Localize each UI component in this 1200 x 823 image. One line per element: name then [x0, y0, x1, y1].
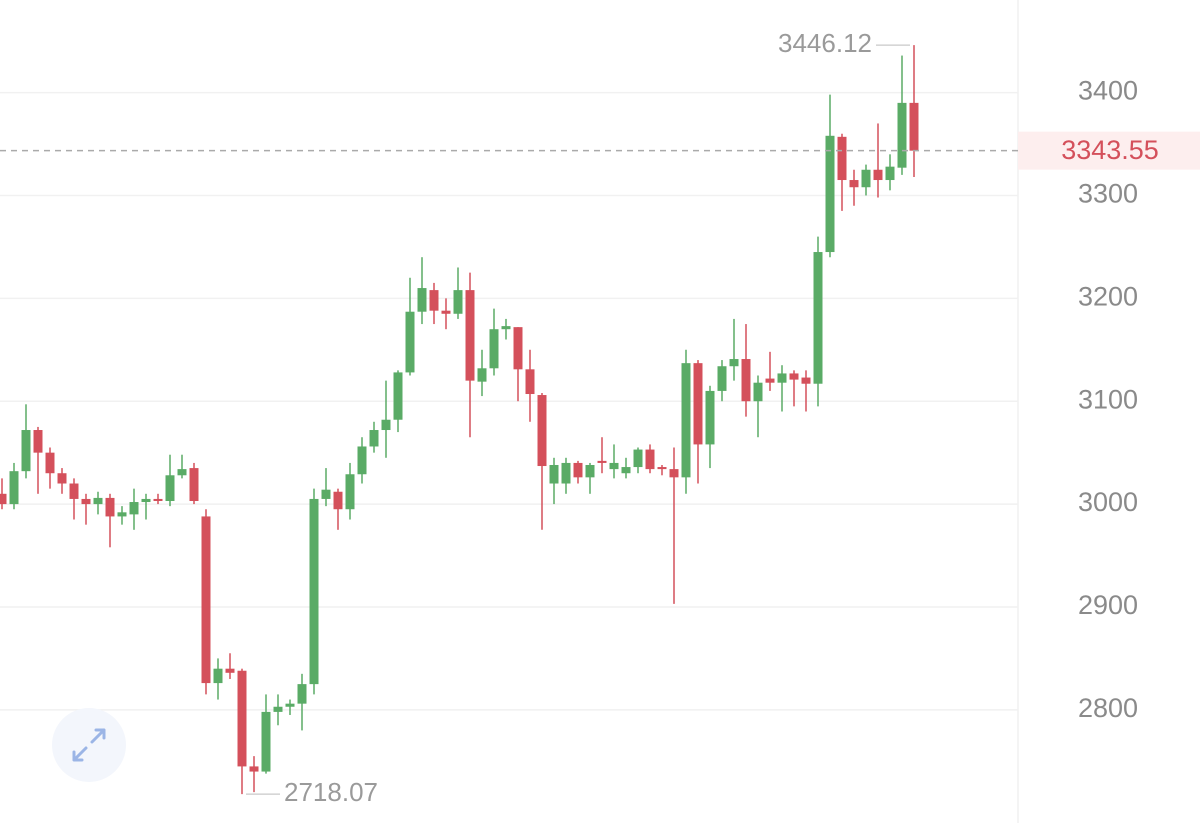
- candle-body: [45, 452, 55, 474]
- candle-body: [141, 498, 151, 503]
- y-tick-label: 2900: [1078, 590, 1138, 620]
- candle-body: [489, 329, 499, 369]
- candle-body: [729, 359, 739, 367]
- candle-body: [789, 373, 799, 380]
- candle-body: [285, 703, 295, 707]
- y-tick-label: 3100: [1078, 384, 1138, 414]
- candle-body: [897, 102, 907, 168]
- candle-body: [309, 498, 319, 685]
- candle-body: [705, 390, 715, 445]
- candle-body: [585, 464, 595, 478]
- candle-body: [237, 670, 247, 767]
- candle-body: [297, 684, 307, 704]
- candle-body: [693, 363, 703, 445]
- candle-body: [681, 363, 691, 478]
- candle-body: [909, 102, 919, 151]
- last-price-bg: [1018, 131, 1200, 170]
- candle-body: [717, 366, 727, 391]
- expand-button[interactable]: [52, 708, 126, 782]
- candle-body: [777, 373, 787, 383]
- expand-button-bg[interactable]: [52, 708, 126, 782]
- y-tick-label: 3200: [1078, 281, 1138, 311]
- high-label: 3446.12: [778, 28, 872, 58]
- candle-body: [501, 326, 511, 330]
- candle-body: [393, 372, 403, 420]
- candle-body: [201, 516, 211, 684]
- candle-body: [213, 668, 223, 684]
- candle-body: [849, 180, 859, 188]
- candle-body: [813, 252, 823, 384]
- overlay: 3446.12 2718.07 3343.55: [0, 28, 1200, 807]
- y-tick-label: 2800: [1078, 693, 1138, 723]
- candle-body: [0, 493, 7, 505]
- candle-body: [837, 136, 847, 181]
- candle-body: [801, 377, 811, 384]
- candle-body: [825, 135, 835, 253]
- candle-body: [741, 359, 751, 402]
- candle-body: [573, 462, 583, 478]
- candle-body: [417, 288, 427, 312]
- candle-body: [633, 449, 643, 468]
- candle-body: [609, 462, 619, 470]
- candle-body: [441, 310, 451, 314]
- candles: [0, 45, 919, 795]
- candle-body: [261, 711, 271, 772]
- candle-body: [657, 467, 667, 470]
- candle-body: [225, 668, 235, 673]
- candle-body: [885, 166, 895, 181]
- candle-body: [537, 395, 547, 467]
- candle-body: [165, 475, 175, 502]
- candle-body: [645, 449, 655, 470]
- y-tick-label: 3300: [1078, 179, 1138, 209]
- candle-body: [873, 169, 883, 181]
- candle-body: [513, 327, 523, 370]
- y-tick-label: 3000: [1078, 487, 1138, 517]
- candle-body: [465, 290, 475, 381]
- candle-body: [33, 430, 43, 453]
- candle-body: [525, 369, 535, 395]
- candle-body: [249, 766, 259, 772]
- candle-body: [69, 483, 79, 499]
- candle-body: [405, 311, 415, 373]
- candle-body: [189, 468, 199, 502]
- candle-body: [153, 498, 163, 502]
- candle-body: [177, 469, 187, 476]
- candle-body: [861, 169, 871, 188]
- candle-body: [93, 497, 103, 505]
- low-label: 2718.07: [284, 777, 378, 807]
- candle-body: [21, 430, 31, 472]
- candle-body: [57, 473, 67, 484]
- candle-body: [105, 497, 115, 517]
- candle-body: [321, 489, 331, 499]
- candle-body: [117, 512, 127, 517]
- grid: 2800 2900 3000 3100 3200 3300 3400: [0, 76, 1138, 723]
- candle-body: [333, 491, 343, 510]
- candle-body: [357, 446, 367, 475]
- expand-icon[interactable]: [72, 728, 106, 762]
- candle-body: [369, 430, 379, 447]
- candle-body: [381, 419, 391, 431]
- candle-body: [129, 502, 139, 515]
- candle-body: [765, 378, 775, 383]
- candle-body: [549, 464, 559, 484]
- candle-body: [477, 368, 487, 382]
- candle-body: [561, 462, 571, 484]
- candle-body: [273, 706, 283, 712]
- candle-body: [453, 290, 463, 314]
- candle-body: [429, 290, 439, 311]
- last-price-label: 3343.55: [1061, 135, 1159, 165]
- candle-body: [597, 460, 607, 463]
- candle-body: [753, 382, 763, 402]
- y-tick-label: 3400: [1078, 76, 1138, 106]
- candle-body: [81, 498, 91, 505]
- candle-body: [9, 471, 19, 505]
- candle-body: [621, 467, 631, 474]
- candle-body: [669, 469, 679, 478]
- candle-body: [345, 474, 355, 510]
